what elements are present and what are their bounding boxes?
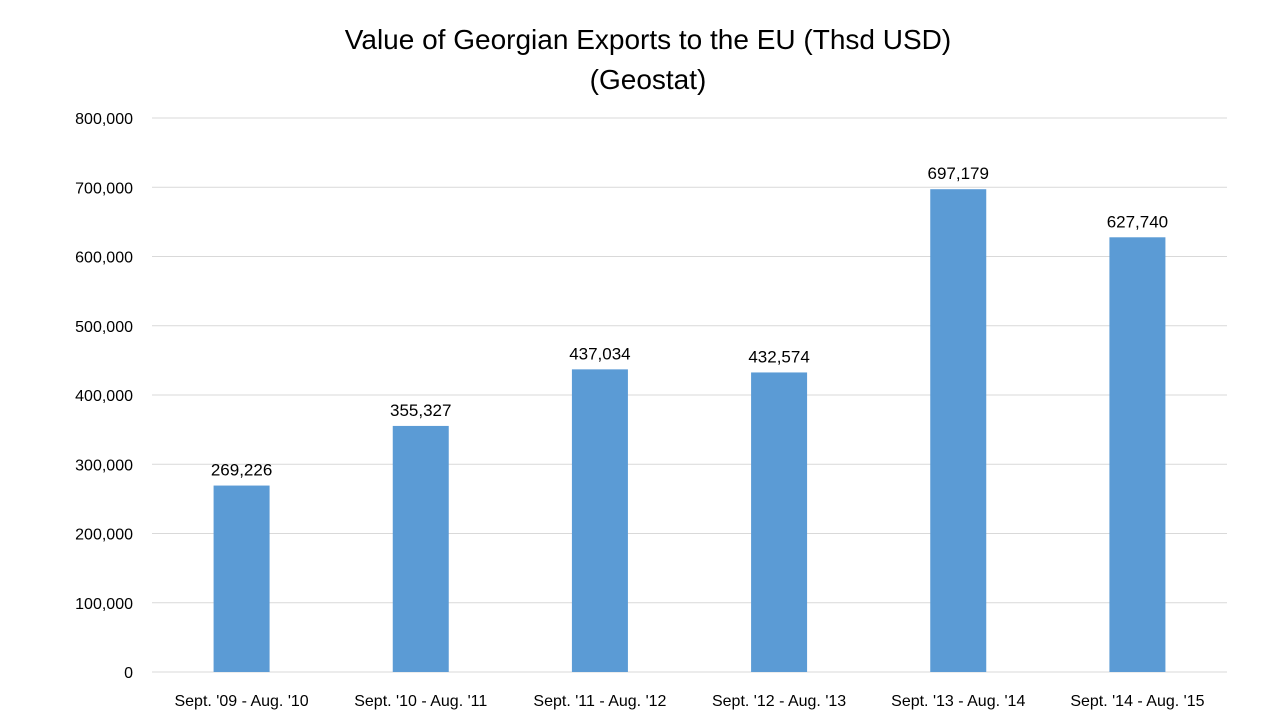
- bars: [213, 189, 1166, 673]
- chart-subtitle: (Geostat): [589, 64, 707, 95]
- data-label: 627,740: [1107, 212, 1168, 231]
- data-label: 355,327: [390, 401, 451, 420]
- chart-title: Value of Georgian Exports to the EU (Ths…: [0, 20, 1280, 100]
- y-tick-label: 500,000: [75, 319, 133, 336]
- x-axis-tick-labels: Sept. '09 - Aug. '10 Sept. '10 - Aug. '11…: [174, 693, 1204, 710]
- gridlines: [152, 117, 1227, 673]
- bar: [213, 485, 270, 672]
- bar: [392, 425, 449, 672]
- y-tick-label: 800,000: [75, 111, 133, 128]
- data-labels: 269,226 355,327 437,034 432,574 697,179 627,7…: [211, 164, 1168, 479]
- y-tick-label: 400,000: [75, 388, 133, 405]
- x-tick-label: Sept. '12 - Aug. '13: [712, 693, 846, 710]
- bar: [751, 372, 808, 672]
- bar: [930, 189, 987, 672]
- x-tick-label: Sept. '13 - Aug. '14: [891, 693, 1025, 710]
- x-tick-label: Sept. '11 - Aug. '12: [533, 693, 666, 710]
- y-tick-label: 300,000: [75, 457, 133, 474]
- x-tick-label: Sept. '10 - Aug. '11: [354, 693, 487, 710]
- y-axis-tick-labels: 0 100,000 200,000 300,000 400,000 500,000 600,…: [75, 111, 133, 682]
- y-tick-label: 600,000: [75, 250, 133, 267]
- bar: [1109, 237, 1166, 673]
- y-tick-label: 700,000: [75, 180, 133, 197]
- bar: [571, 369, 628, 672]
- data-label: 432,574: [748, 347, 809, 366]
- x-tick-label: Sept. '14 - Aug. '15: [1070, 693, 1204, 710]
- data-label: 697,179: [928, 164, 989, 183]
- y-tick-label: 200,000: [75, 527, 133, 544]
- x-tick-label: Sept. '09 - Aug. '10: [174, 693, 308, 710]
- y-tick-label: 100,000: [75, 596, 133, 613]
- chart-title-main: Value of Georgian Exports to the EU (Ths…: [344, 24, 952, 55]
- data-label: 437,034: [569, 344, 630, 363]
- y-tick-label: 0: [124, 665, 133, 682]
- data-label: 269,226: [211, 461, 272, 480]
